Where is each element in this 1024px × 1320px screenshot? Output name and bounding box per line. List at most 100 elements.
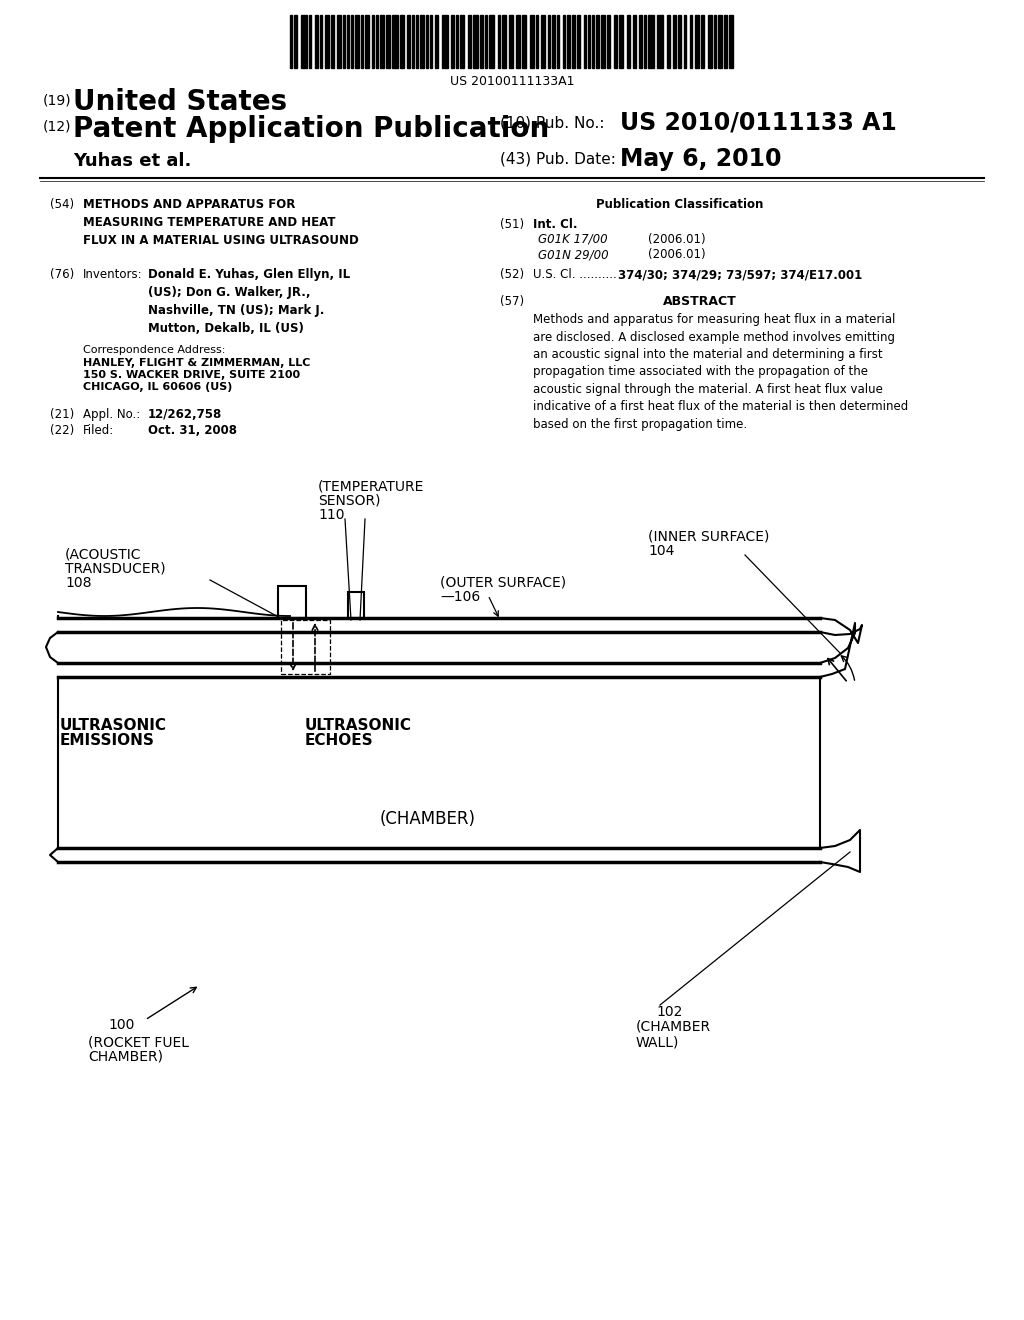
Bar bbox=[667, 15, 670, 69]
Text: (54): (54) bbox=[50, 198, 74, 211]
Bar bbox=[498, 15, 500, 69]
Text: Correspondence Address:: Correspondence Address: bbox=[83, 345, 225, 355]
Bar bbox=[331, 15, 334, 69]
Text: 102: 102 bbox=[656, 1005, 682, 1019]
Text: CHAMBER): CHAMBER) bbox=[88, 1049, 163, 1064]
Text: (ACOUSTIC: (ACOUSTIC bbox=[65, 548, 141, 562]
Text: (51): (51) bbox=[500, 218, 524, 231]
Bar bbox=[563, 15, 565, 69]
Text: 108: 108 bbox=[65, 576, 91, 590]
Bar bbox=[412, 15, 414, 69]
Text: HANLEY, FLIGHT & ZIMMERMAN, LLC: HANLEY, FLIGHT & ZIMMERMAN, LLC bbox=[83, 358, 310, 368]
Text: (22): (22) bbox=[50, 424, 75, 437]
Text: G01N 29/00: G01N 29/00 bbox=[538, 248, 608, 261]
Bar bbox=[572, 15, 575, 69]
Bar bbox=[315, 15, 318, 69]
Bar bbox=[278, 586, 306, 618]
Bar bbox=[376, 15, 378, 69]
Bar bbox=[442, 15, 449, 69]
Bar bbox=[509, 15, 513, 69]
Text: —106: —106 bbox=[440, 590, 480, 605]
Bar bbox=[678, 15, 681, 69]
Text: (10) Pub. No.:: (10) Pub. No.: bbox=[500, 115, 604, 129]
Bar bbox=[577, 15, 580, 69]
Bar bbox=[690, 15, 692, 69]
Bar bbox=[588, 15, 590, 69]
Text: 150 S. WACKER DRIVE, SUITE 2100: 150 S. WACKER DRIVE, SUITE 2100 bbox=[83, 370, 300, 380]
Text: (52): (52) bbox=[500, 268, 524, 281]
Bar bbox=[290, 15, 292, 69]
Bar bbox=[365, 15, 369, 69]
Text: (21): (21) bbox=[50, 408, 75, 421]
Bar bbox=[633, 15, 636, 69]
Text: Donald E. Yuhas, Glen Ellyn, IL
(US); Don G. Walker, JR.,
Nashville, TN (US); Ma: Donald E. Yuhas, Glen Ellyn, IL (US); Do… bbox=[148, 268, 350, 335]
Bar bbox=[343, 15, 345, 69]
Bar bbox=[657, 15, 663, 69]
Bar bbox=[319, 15, 322, 69]
Bar bbox=[714, 15, 716, 69]
Bar bbox=[502, 15, 506, 69]
Bar bbox=[407, 15, 410, 69]
Bar bbox=[456, 15, 458, 69]
Bar bbox=[473, 15, 478, 69]
Text: CHICAGO, IL 60606 (US): CHICAGO, IL 60606 (US) bbox=[83, 381, 232, 392]
Bar bbox=[557, 15, 559, 69]
Text: Oct. 31, 2008: Oct. 31, 2008 bbox=[148, 424, 237, 437]
Bar bbox=[607, 15, 610, 69]
Bar bbox=[701, 15, 705, 69]
Text: Publication Classification: Publication Classification bbox=[596, 198, 764, 211]
Bar bbox=[530, 15, 534, 69]
Bar bbox=[420, 15, 424, 69]
Text: US 20100111133A1: US 20100111133A1 bbox=[450, 75, 574, 88]
Text: ULTRASONIC: ULTRASONIC bbox=[305, 718, 412, 733]
Text: SENSOR): SENSOR) bbox=[318, 494, 381, 508]
Bar bbox=[416, 15, 418, 69]
Text: ABSTRACT: ABSTRACT bbox=[664, 294, 737, 308]
Text: Appl. No.:: Appl. No.: bbox=[83, 408, 140, 421]
Bar bbox=[380, 15, 384, 69]
Text: 100: 100 bbox=[108, 1018, 134, 1032]
Bar bbox=[361, 15, 362, 69]
Text: (43) Pub. Date:: (43) Pub. Date: bbox=[500, 152, 615, 168]
Text: (ROCKET FUEL: (ROCKET FUEL bbox=[88, 1035, 189, 1049]
Bar bbox=[614, 15, 617, 69]
Bar bbox=[724, 15, 727, 69]
Text: 374/30; 374/29; 73/597; 374/E17.001: 374/30; 374/29; 73/597; 374/E17.001 bbox=[618, 268, 862, 281]
Bar bbox=[301, 15, 307, 69]
Bar bbox=[673, 15, 676, 69]
Text: (OUTER SURFACE): (OUTER SURFACE) bbox=[440, 576, 566, 590]
Bar bbox=[460, 15, 464, 69]
Bar bbox=[541, 15, 545, 69]
Bar bbox=[325, 15, 329, 69]
Bar bbox=[351, 15, 353, 69]
Text: Int. Cl.: Int. Cl. bbox=[534, 218, 578, 231]
Bar bbox=[435, 15, 438, 69]
Text: (CHAMBER): (CHAMBER) bbox=[380, 810, 476, 828]
Text: Inventors:: Inventors: bbox=[83, 268, 142, 281]
Bar bbox=[451, 15, 454, 69]
Bar bbox=[718, 15, 722, 69]
Bar bbox=[309, 15, 311, 69]
Bar bbox=[480, 15, 483, 69]
Text: Yuhas et al.: Yuhas et al. bbox=[73, 152, 191, 170]
Bar bbox=[552, 15, 555, 69]
Text: (CHAMBER: (CHAMBER bbox=[636, 1020, 711, 1034]
Bar bbox=[644, 15, 646, 69]
Bar bbox=[281, 620, 330, 675]
Bar bbox=[347, 15, 349, 69]
Bar bbox=[337, 15, 341, 69]
Text: ULTRASONIC: ULTRASONIC bbox=[60, 718, 167, 733]
Text: EMISSIONS: EMISSIONS bbox=[60, 733, 155, 748]
Text: (2006.01): (2006.01) bbox=[648, 234, 706, 246]
Text: Methods and apparatus for measuring heat flux in a material
are disclosed. A dis: Methods and apparatus for measuring heat… bbox=[534, 313, 908, 432]
Bar bbox=[648, 15, 654, 69]
Bar bbox=[596, 15, 599, 69]
Bar bbox=[355, 15, 359, 69]
Text: (76): (76) bbox=[50, 268, 75, 281]
Text: TRANSDUCER): TRANSDUCER) bbox=[65, 562, 166, 576]
Bar bbox=[684, 15, 686, 69]
Text: 12/262,758: 12/262,758 bbox=[148, 408, 222, 421]
Text: ECHOES: ECHOES bbox=[305, 733, 374, 748]
Bar bbox=[592, 15, 594, 69]
Text: May 6, 2010: May 6, 2010 bbox=[620, 147, 781, 172]
